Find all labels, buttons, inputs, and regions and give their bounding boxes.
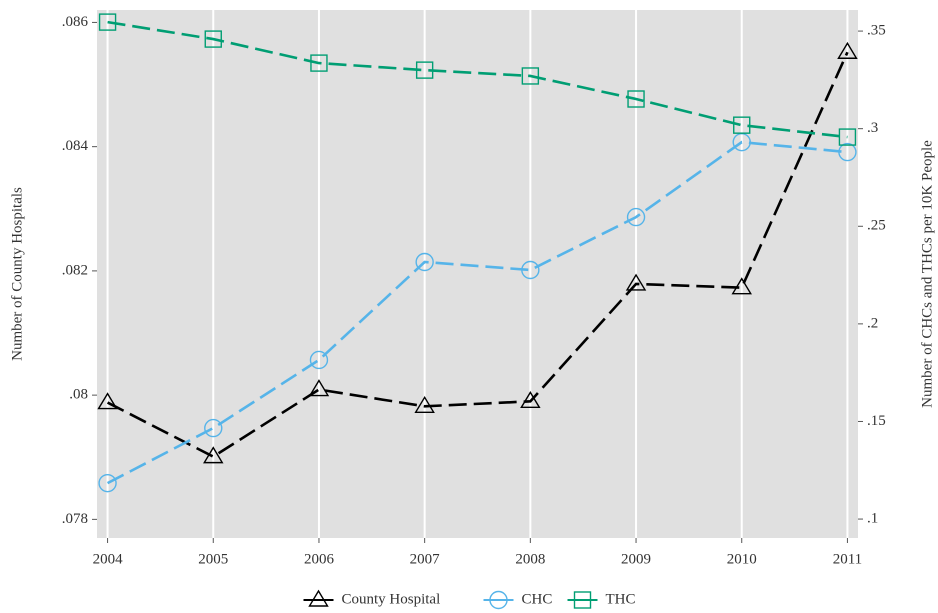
- y2-axis-title: Number of CHCs and THCs per 10K People: [919, 140, 935, 408]
- y-tick-label: .086: [62, 14, 89, 30]
- marker: [625, 273, 647, 291]
- marker: [414, 395, 435, 414]
- marker: [308, 379, 330, 397]
- y2-tick-label: .3: [867, 120, 878, 136]
- marker: [203, 446, 224, 464]
- x-tick-label: 2005: [198, 551, 228, 567]
- y2-tick-label: .2: [867, 315, 878, 331]
- y-tick-label: .08: [69, 387, 88, 403]
- y-tick-label: .082: [62, 262, 88, 278]
- series-line: [106, 140, 848, 485]
- legend-label: THC: [606, 591, 636, 607]
- y-tick-label: .078: [62, 511, 88, 527]
- marker: [98, 13, 117, 31]
- x-tick-label: 2010: [727, 551, 757, 567]
- y2-tick-label: .35: [867, 23, 886, 39]
- marker: [415, 61, 434, 79]
- marker: [837, 41, 858, 59]
- marker: [521, 67, 540, 85]
- marker: [98, 473, 117, 493]
- marker: [489, 590, 508, 610]
- x-tick-label: 2009: [621, 551, 651, 567]
- marker: [308, 589, 329, 607]
- marker: [573, 591, 592, 609]
- marker: [204, 418, 223, 438]
- legend-label: County Hospital: [342, 591, 441, 607]
- series-line: [107, 20, 848, 139]
- marker: [626, 207, 646, 227]
- marker: [520, 390, 541, 409]
- marker: [309, 350, 329, 370]
- marker: [733, 116, 751, 134]
- x-tick-label: 2006: [304, 551, 335, 567]
- series-line: [106, 51, 849, 459]
- marker: [415, 252, 434, 272]
- marker: [310, 54, 328, 72]
- marker: [731, 277, 752, 295]
- x-tick-label: 2011: [833, 551, 862, 567]
- y2-tick-label: .25: [867, 218, 886, 234]
- y2-tick-label: .1: [867, 511, 878, 527]
- y2-tick-label: .15: [867, 413, 886, 429]
- marker: [521, 260, 540, 280]
- x-tick-label: 2007: [410, 551, 441, 567]
- plot-background: [97, 10, 858, 538]
- marker: [627, 90, 645, 108]
- y-axis-title: Number of County Hospitals: [9, 187, 25, 361]
- x-tick-label: 2008: [515, 551, 545, 567]
- legend-label: CHC: [522, 591, 553, 607]
- marker: [97, 392, 118, 410]
- y-tick-label: .084: [62, 138, 89, 154]
- marker: [838, 142, 857, 162]
- x-tick-label: 2004: [93, 551, 124, 567]
- marker: [838, 128, 857, 146]
- marker: [204, 30, 222, 48]
